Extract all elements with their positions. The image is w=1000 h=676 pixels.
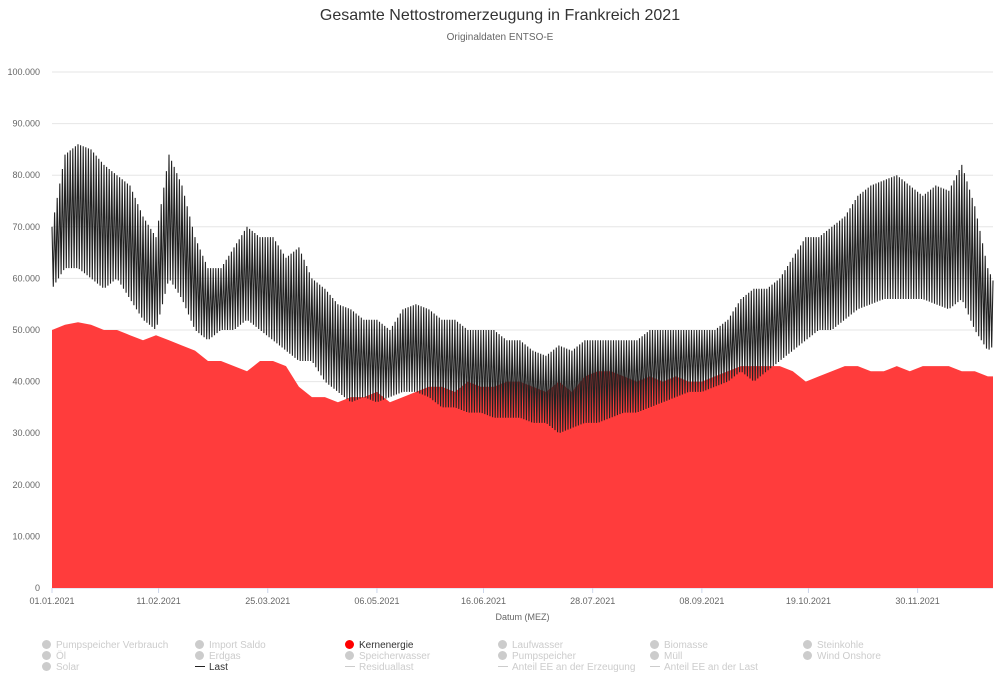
y-tick-label: 50.000	[12, 325, 40, 335]
y-tick-label: 10.000	[12, 531, 40, 541]
legend-item-pumpspeicher[interactable]: Pumpspeicher	[498, 651, 576, 662]
legend-label: Anteil EE an der Last	[664, 662, 758, 673]
y-tick-label: 0	[35, 583, 40, 593]
legend-item-anteil-ee-an-der-erzeugung[interactable]: Anteil EE an der Erzeugung	[498, 662, 635, 673]
y-tick-label: 30.000	[12, 428, 40, 438]
legend-label: Anteil EE an der Erzeugung	[512, 662, 636, 673]
x-tick-label: 30.11.2021	[895, 596, 939, 606]
x-tick-label: 28.07.2021	[570, 596, 615, 606]
x-tick-label: 19.10.2021	[786, 596, 831, 606]
legend-item-speicherwasser[interactable]: Speicherwasser	[345, 651, 430, 662]
legend-dot-icon	[42, 651, 51, 660]
legend-dot-icon	[42, 662, 51, 671]
legend-dot-icon	[195, 651, 204, 660]
legend-item-kernenergie[interactable]: Kernenergie	[345, 640, 413, 651]
legend-dot-icon	[650, 651, 659, 660]
legend-line-icon	[498, 665, 508, 667]
y-tick-label: 70.000	[12, 222, 40, 232]
legend-item-last[interactable]: Last	[195, 662, 228, 673]
legend-dot-icon	[498, 640, 507, 649]
chart-title: Gesamte Nettostromerzeugung in Frankreic…	[319, 7, 681, 24]
legend-dot-icon	[345, 640, 354, 649]
legend-label: Biomasse	[664, 640, 708, 651]
legend-dot-icon	[650, 640, 659, 649]
legend-item-pumpspeicher-verbrauch[interactable]: Pumpspeicher Verbrauch	[42, 640, 168, 651]
legend-label: Pumpspeicher	[512, 651, 576, 662]
y-tick-label: 80.000	[12, 170, 40, 180]
x-tick-label: 11.02.2021	[136, 596, 180, 606]
x-tick-label: 08.09.2021	[679, 596, 724, 606]
legend-dot-icon	[498, 651, 507, 660]
legend-item-erdgas[interactable]: Erdgas	[195, 651, 241, 662]
legend-item-öl[interactable]: Öl	[42, 651, 66, 662]
legend-dot-icon	[803, 640, 812, 649]
legend-dot-icon	[42, 640, 51, 649]
legend-label: Residuallast	[359, 662, 414, 673]
legend-line-icon	[650, 665, 660, 667]
legend-item-anteil-ee-an-der-last[interactable]: Anteil EE an der Last	[650, 662, 758, 673]
legend-item-solar[interactable]: Solar	[42, 662, 79, 673]
legend-dot-icon	[345, 651, 354, 660]
x-tick-label: 16.06.2021	[461, 596, 506, 606]
legend-label: Steinkohle	[817, 640, 864, 651]
legend-line-icon	[345, 665, 355, 667]
y-tick-label: 60.000	[12, 273, 40, 283]
legend-item-laufwasser[interactable]: Laufwasser	[498, 640, 563, 651]
x-tick-label: 25.03.2021	[245, 596, 290, 606]
y-tick-label: 90.000	[12, 119, 40, 129]
series-area-kernenergie	[52, 322, 993, 588]
legend-item-müll[interactable]: Müll	[650, 651, 682, 662]
x-tick-label: 01.01.2021	[29, 596, 74, 606]
legend-dot-icon	[803, 651, 812, 660]
legend-line-icon	[195, 665, 205, 667]
legend-label: Müll	[664, 651, 683, 662]
legend-label: Last	[209, 662, 228, 673]
x-axis-title: Datum (MEZ)	[496, 612, 550, 622]
y-tick-label: 40.000	[12, 377, 40, 387]
legend-label: Pumpspeicher Verbrauch	[56, 640, 169, 651]
legend-label: Speicherwasser	[359, 651, 431, 662]
legend-label: Import Saldo	[209, 640, 266, 651]
legend-label: Wind Onshore	[817, 651, 881, 662]
legend-item-biomasse[interactable]: Biomasse	[650, 640, 708, 651]
legend-item-import-saldo[interactable]: Import Saldo	[195, 640, 266, 651]
legend-dot-icon	[195, 640, 204, 649]
legend-label: Laufwasser	[512, 640, 564, 651]
y-tick-label: 100.000	[7, 67, 40, 77]
y-tick-label: 20.000	[12, 480, 40, 490]
legend-label: Erdgas	[209, 651, 241, 662]
legend-item-wind-onshore[interactable]: Wind Onshore	[803, 651, 881, 662]
x-tick-label: 06.05.2021	[354, 596, 399, 606]
series-line-last	[51, 144, 994, 433]
legend-label: Solar	[56, 662, 80, 673]
legend-label: Öl	[56, 651, 66, 662]
legend-item-residuallast[interactable]: Residuallast	[345, 662, 413, 673]
chart-subtitle: Originaldaten ENTSO-E	[446, 32, 554, 43]
legend-label: Kernenergie	[359, 640, 414, 651]
legend-item-steinkohle[interactable]: Steinkohle	[803, 640, 864, 651]
